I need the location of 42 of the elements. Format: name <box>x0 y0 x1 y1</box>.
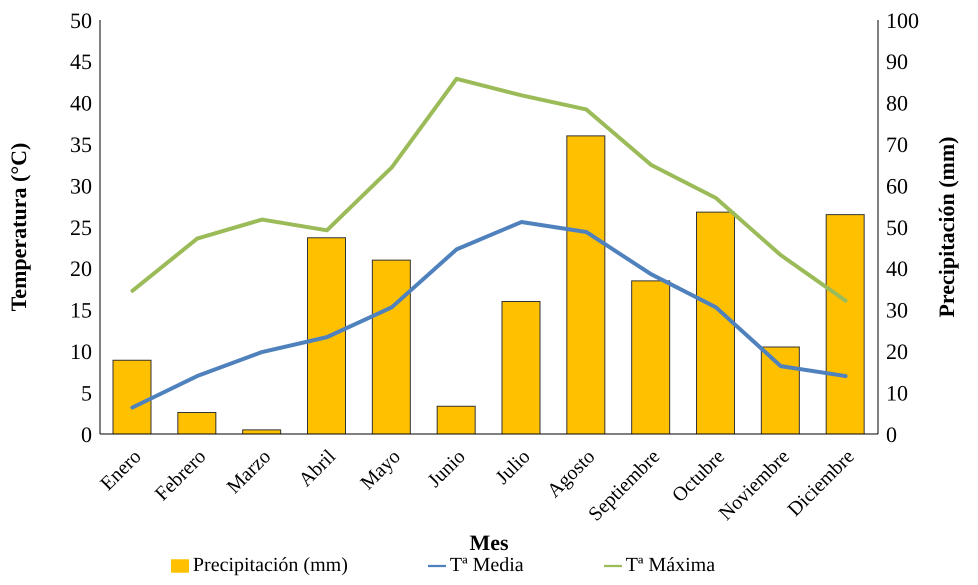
legend-label: Tª Media <box>450 554 524 576</box>
y-tick-label: 25 <box>70 214 92 240</box>
bar <box>372 260 411 434</box>
y-tick-label: 0 <box>81 422 92 447</box>
y-tick-label: 30 <box>70 173 92 198</box>
bar <box>760 346 800 434</box>
y-tick-label: 50 <box>70 8 92 33</box>
y2-tick-label: 60 <box>886 173 908 198</box>
line-series <box>130 220 848 410</box>
bar <box>566 135 606 434</box>
y2-tick-label: 70 <box>886 132 908 158</box>
bar <box>436 406 476 434</box>
y2-axis-title: Precipitación (mm) <box>934 136 959 318</box>
y2-tick-label: 0 <box>886 422 897 447</box>
y-tick-label: 35 <box>70 132 92 158</box>
y2-tick-label: 10 <box>886 380 908 406</box>
bar <box>631 280 670 434</box>
y2-tick-label: 90 <box>886 49 908 74</box>
bar <box>826 214 865 434</box>
bar <box>502 301 540 434</box>
y-tick-label: 20 <box>70 256 92 282</box>
y-tick-label: 10 <box>70 339 92 364</box>
bar <box>696 212 735 434</box>
y2-tick-label: 80 <box>886 90 908 116</box>
y2-tick-label: 50 <box>886 214 908 240</box>
y2-tick-label: 20 <box>886 339 908 364</box>
y-tick-label: 15 <box>70 298 92 323</box>
legend-label: Tª Máxima <box>626 554 716 576</box>
legend-label: Precipitación (mm) <box>192 554 348 576</box>
y2-tick-label: 40 <box>886 256 908 282</box>
y-tick-label: 5 <box>81 380 92 406</box>
bar <box>307 237 346 434</box>
y2-tick-label: 100 <box>886 8 919 33</box>
line-series <box>130 76 848 303</box>
y-tick-label: 45 <box>70 49 92 74</box>
y2-tick-label: 30 <box>886 298 908 323</box>
y-axis-title: Temperatura (°C) <box>6 142 31 312</box>
bar <box>112 360 152 434</box>
y-tick-label: 40 <box>70 90 92 116</box>
bar <box>177 412 216 434</box>
x-axis-title: Mes <box>469 530 509 555</box>
x-tick-label: Julio <box>491 446 535 489</box>
